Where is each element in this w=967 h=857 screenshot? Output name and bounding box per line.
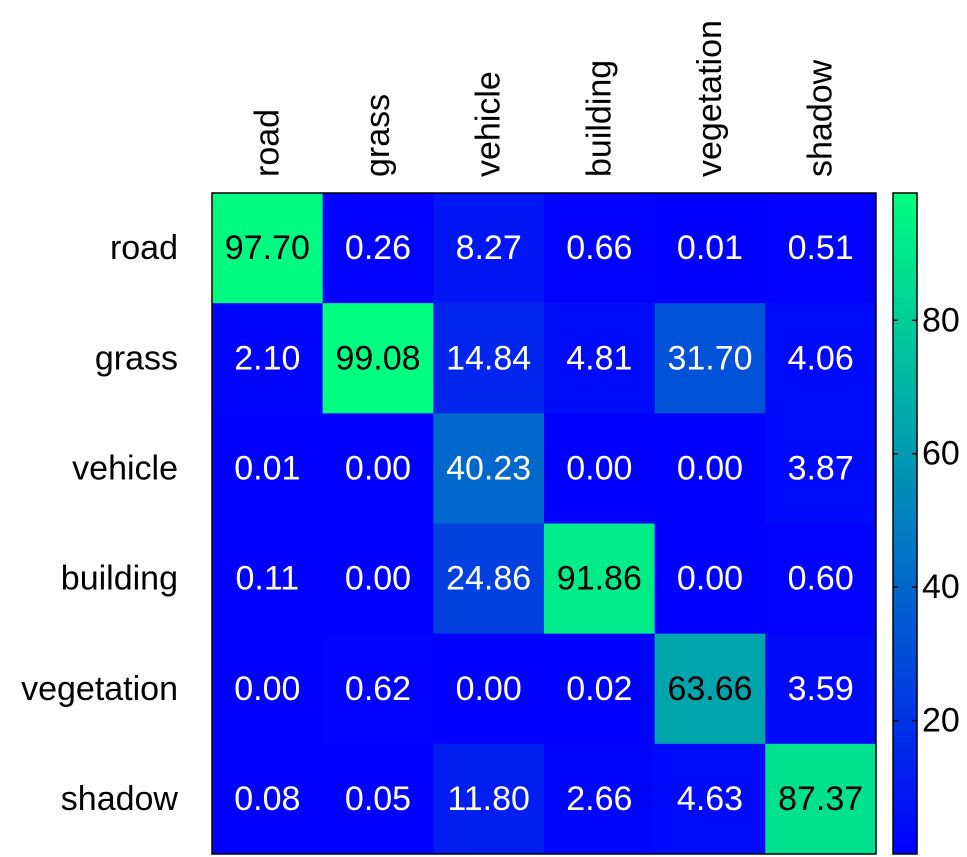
cell-value-label: 0.00	[345, 560, 411, 598]
heatmap-cell	[322, 303, 434, 414]
heatmap-cell	[544, 193, 656, 304]
y-axis-tick-labels: road grass vehicle building vegetation shadow	[21, 229, 178, 818]
x-tick-label-shadow: shadow	[802, 59, 840, 177]
cell-value-label: 63.66	[667, 670, 752, 708]
heatmap-cell	[654, 523, 766, 635]
heatmap-cell	[212, 193, 324, 304]
heatmap-cell	[433, 303, 545, 414]
heatmap-cell	[654, 413, 766, 524]
cell-value-label: 0.00	[677, 560, 743, 598]
heatmap-cell	[433, 523, 545, 635]
cell-value-label: 0.01	[234, 449, 300, 487]
cell-value-labels: 97.70 0.26 8.27 0.66 0.01 0.51 2.10 99.08 14.84 4…	[225, 229, 863, 818]
heatmap-cell	[433, 633, 545, 745]
heatmap-cell	[544, 743, 656, 855]
cell-value-label: 2.10	[234, 339, 300, 377]
cell-value-label: 11.80	[447, 780, 530, 818]
cell-value-label: 40.23	[446, 449, 531, 487]
cell-value-label: 0.00	[345, 449, 411, 487]
heatmap-cell	[544, 303, 656, 414]
matrix-frame	[211, 192, 877, 855]
cell-value-label: 31.70	[667, 339, 752, 377]
heatmap-cell	[765, 413, 877, 524]
y-tick-label-vegetation: vegetation	[21, 670, 178, 708]
heatmap-cell	[322, 523, 434, 635]
heatmap-cell	[212, 743, 324, 855]
x-tick-label-building: building	[580, 60, 618, 177]
heatmap-cell	[212, 413, 324, 524]
cell-value-label: 0.60	[788, 560, 854, 598]
colorbar	[892, 192, 918, 855]
y-tick-label-grass: grass	[95, 339, 178, 377]
heatmap-cell	[322, 413, 434, 524]
y-tick-label-building: building	[61, 560, 178, 598]
heatmap-cell	[212, 633, 324, 745]
heatmap-cell	[544, 633, 656, 745]
cell-value-label: 0.00	[234, 670, 300, 708]
cell-value-label: 4.81	[566, 339, 632, 377]
cell-value-label: 0.05	[345, 780, 411, 818]
heatmap-cell	[765, 193, 877, 304]
cell-value-label: 91.86	[557, 560, 642, 598]
heatmap-cell	[765, 743, 877, 855]
heatmap-cell	[654, 633, 766, 745]
x-axis-tick-labels: road grass vehicle building vegetation shadow	[248, 20, 839, 177]
heatmap-cell	[654, 743, 766, 855]
heatmap-cell	[322, 743, 434, 855]
heatmap-cell	[544, 523, 656, 635]
cell-value-label: 0.51	[788, 229, 854, 267]
cell-value-label: 3.59	[788, 670, 854, 708]
x-tick-label-road: road	[248, 109, 286, 177]
heatmap-cell	[765, 633, 877, 745]
cell-value-label: 0.00	[456, 670, 522, 708]
cell-value-label: 0.11	[236, 560, 300, 598]
cell-value-label: 2.66	[566, 780, 632, 818]
cell-value-label: 4.63	[677, 780, 743, 818]
cell-value-label: 0.26	[345, 229, 411, 267]
colorbar-tick-label: 60	[922, 435, 960, 473]
heatmap-cell	[654, 303, 766, 414]
heatmap-cell	[433, 413, 545, 524]
y-tick-label-vehicle: vehicle	[72, 449, 178, 487]
cell-value-label: 3.87	[788, 449, 854, 487]
colorbar-tick-label: 80	[922, 301, 960, 339]
heatmap-cell	[654, 193, 766, 304]
colorbar-tick-label: 40	[922, 568, 960, 606]
y-tick-label-shadow: shadow	[61, 780, 179, 818]
heatmap-cell	[765, 523, 877, 635]
cell-value-label: 0.02	[566, 670, 632, 708]
cell-value-label: 0.00	[677, 449, 743, 487]
cell-value-label: 0.08	[234, 780, 300, 818]
cell-value-label: 99.08	[335, 339, 420, 377]
cell-value-label: 24.86	[446, 560, 531, 598]
y-tick-label-road: road	[110, 229, 178, 267]
heatmap-cell	[544, 413, 656, 524]
heatmap-cells	[212, 193, 877, 855]
cell-value-label: 0.66	[566, 229, 632, 267]
colorbar-tick-label: 20	[922, 702, 960, 740]
cell-value-label: 8.27	[456, 229, 522, 267]
cell-value-label: 97.70	[225, 229, 310, 267]
x-tick-label-vehicle: vehicle	[470, 71, 508, 177]
cell-value-label: 0.62	[345, 670, 411, 708]
heatmap-cell	[212, 523, 324, 635]
heatmap-cell	[765, 303, 877, 414]
cell-value-label: 14.84	[446, 339, 531, 377]
heatmap-cell	[322, 633, 434, 745]
cell-value-label: 0.00	[566, 449, 632, 487]
heatmap-cell	[433, 743, 545, 855]
cell-value-label: 4.06	[788, 339, 854, 377]
heatmap-cell	[433, 193, 545, 304]
cell-value-label: 0.01	[677, 229, 743, 267]
x-tick-label-vegetation: vegetation	[691, 20, 729, 177]
x-tick-label-grass: grass	[359, 94, 397, 177]
colorbar-ticks: 20 40 60 80	[893, 301, 960, 740]
heatmap-cell	[212, 303, 324, 414]
heatmap-cell	[322, 193, 434, 304]
cell-value-label: 87.37	[778, 780, 863, 818]
